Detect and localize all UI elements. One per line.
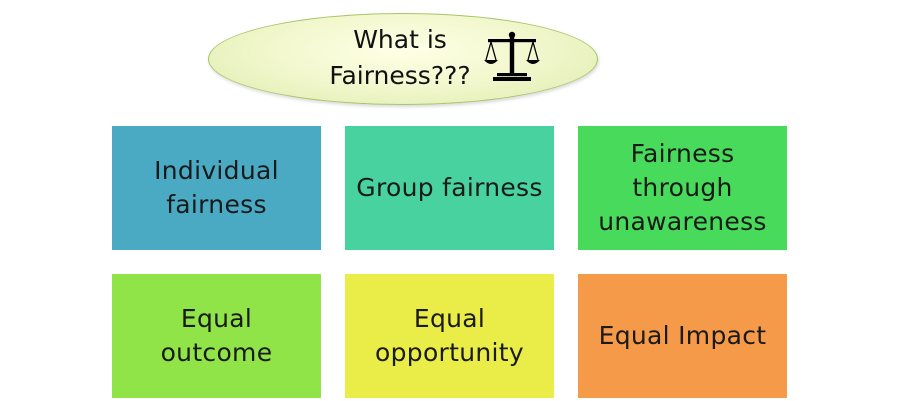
title-label: What is Fairness???	[320, 22, 480, 94]
title-line-1: What is	[353, 25, 447, 54]
equal-outcome-box: Equal outcome	[112, 274, 321, 398]
fairness-through-unawareness-box: Fairness through unawareness	[578, 126, 787, 250]
box-label-line: outcome	[160, 338, 273, 367]
equal-opportunity-box: Equal opportunity	[345, 274, 554, 398]
box-label-line: through	[632, 173, 733, 202]
title-ellipse	[208, 13, 598, 105]
equal-impact-box: Equal Impact	[578, 274, 787, 398]
title-line-2: Fairness???	[329, 61, 471, 90]
box-label-line: Equal Impact	[598, 321, 767, 350]
box-label-line: Individual	[154, 156, 279, 185]
box-label-line: Equal	[180, 304, 253, 333]
individual-fairness-box: Individual fairness	[112, 126, 321, 250]
box-label-line: Fairness	[630, 139, 735, 168]
box-label-line: Equal	[413, 304, 486, 333]
box-label-line: fairness	[166, 190, 267, 219]
group-fairness-box: Group fairness	[345, 126, 554, 250]
box-label-line: opportunity	[375, 338, 524, 367]
box-label-line: Group fairness	[356, 173, 543, 202]
box-label-line: unawareness	[598, 207, 767, 236]
balance-scale-icon	[484, 31, 540, 81]
